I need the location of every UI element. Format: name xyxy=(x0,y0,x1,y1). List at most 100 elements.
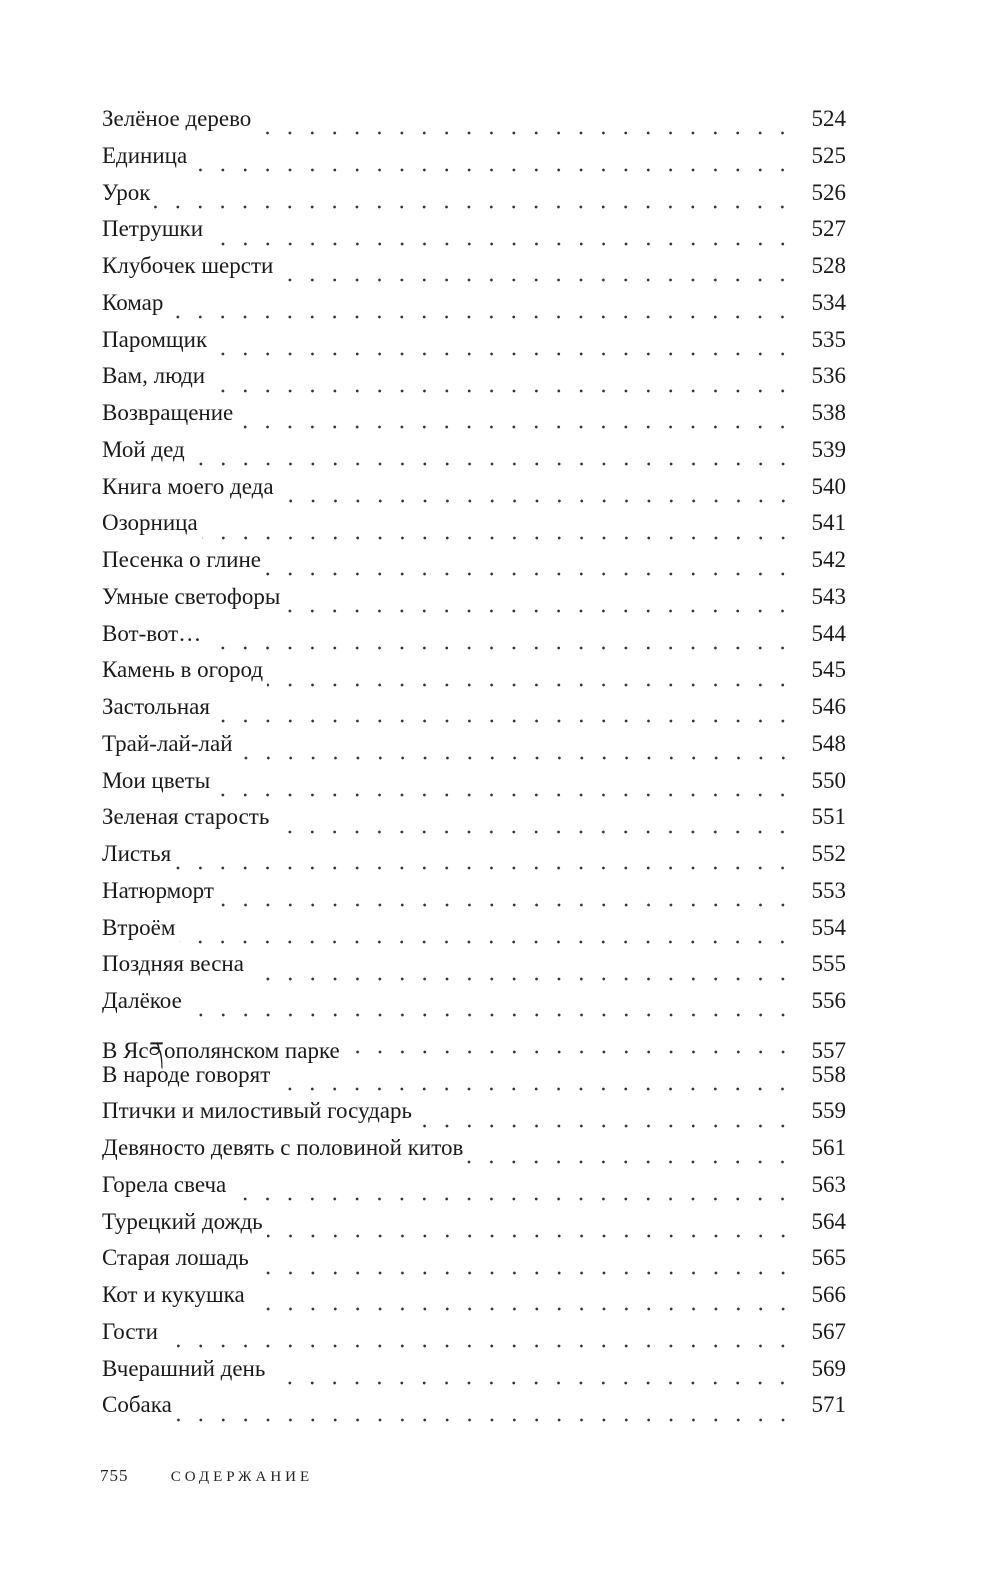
toc-entry-page: 571 xyxy=(811,1392,847,1418)
toc-entry-title: Озорница xyxy=(102,510,198,536)
toc-entry-title: Книга моего деда xyxy=(102,473,274,499)
toc-entry-page: 542 xyxy=(811,547,847,572)
toc-entry: Единица 525 xyxy=(102,143,846,180)
dot-leader xyxy=(167,315,794,320)
dot-leader xyxy=(205,645,794,650)
dot-leader xyxy=(274,1086,794,1091)
toc-entry-title: Камень в огород xyxy=(102,657,264,683)
toc-entry-page: 546 xyxy=(811,694,847,719)
dot-leader xyxy=(179,939,794,944)
toc-entry: Урок 526 xyxy=(102,180,846,217)
toc-entry-page: 566 xyxy=(811,1282,847,1307)
toc-entry: Вам, люди 536 xyxy=(102,363,846,400)
toc-entry: Старая лошадь 565 xyxy=(102,1245,846,1282)
toc-entry-title: Возвращение xyxy=(102,400,234,425)
toc-entry: Кот и кукушка 566 xyxy=(102,1282,846,1319)
dot-leader xyxy=(207,241,794,246)
toc-entry-title: Паромщик xyxy=(102,326,208,352)
dot-leader xyxy=(209,388,794,393)
toc-entry: Песенка о глине 542 xyxy=(102,547,846,584)
toc-entry: Паромщик 535 xyxy=(102,327,846,364)
toc-entry: Озорница 541 xyxy=(102,510,846,547)
toc-entry: Книга моего деда 540 xyxy=(102,474,846,511)
toc-entry-page: 550 xyxy=(811,767,847,793)
toc-entry-title: Мои цветы xyxy=(102,767,211,793)
dot-leader xyxy=(273,829,794,834)
toc-entry: Зелёное дерево 524 xyxy=(102,106,846,143)
toc-entry-title: Умные светофоры xyxy=(102,583,281,609)
dot-leader xyxy=(188,462,794,467)
toc-entry-page: 557 xyxy=(811,1037,847,1063)
toc-entry: Вот-вот… 544 xyxy=(102,621,846,658)
toc-entry-page: 551 xyxy=(811,804,847,830)
dot-leader xyxy=(343,1050,794,1055)
toc-entry-title: Турецкий дождь xyxy=(102,1208,263,1234)
toc-entry-page: 564 xyxy=(811,1208,847,1234)
toc-entry: Трай-лай-лай 548 xyxy=(102,731,846,768)
toc-entry-page: 538 xyxy=(811,400,847,425)
toc-entry: Мой дед 539 xyxy=(102,437,846,474)
toc-entry-page: 528 xyxy=(811,253,847,278)
toc-entry-title: Единица xyxy=(102,142,188,168)
toc-entry-title: Петрушки xyxy=(102,216,204,242)
toc-entry-page: 543 xyxy=(811,583,847,609)
toc-entry-title: Натюрморт xyxy=(102,877,214,903)
toc-entry: Листья 552 xyxy=(102,841,846,878)
table-of-contents: Зелёное дерево 524 Единица 525 Урок 526 Петруш… xyxy=(102,106,846,1429)
toc-entry: Птички и милостивый государь 559 xyxy=(102,1098,846,1135)
toc-entry: Собака 571 xyxy=(102,1392,846,1429)
toc-entry-page: 559 xyxy=(811,1098,847,1124)
toc-entry-page: 544 xyxy=(811,620,847,646)
dot-leader xyxy=(277,498,794,503)
toc-entry: Турецкий дождь 564 xyxy=(102,1209,846,1246)
dot-leader xyxy=(284,609,794,614)
toc-entry-page: 525 xyxy=(811,142,847,168)
dot-leader xyxy=(415,1123,794,1128)
dot-leader xyxy=(266,1233,794,1238)
dot-leader xyxy=(236,756,794,761)
dot-leader xyxy=(211,351,794,356)
page-footer: 755 СОДЕРЖАНИЕ xyxy=(100,1466,313,1486)
dot-leader xyxy=(185,1013,794,1018)
toc-entry-page: 552 xyxy=(811,841,847,866)
toc-entry-page: 554 xyxy=(811,914,847,940)
toc-entry-page: 536 xyxy=(811,363,847,389)
dot-leader xyxy=(217,903,794,908)
toc-entry-page: 561 xyxy=(811,1135,847,1160)
running-header-section: СОДЕРЖАНИЕ xyxy=(170,1469,314,1485)
dot-leader xyxy=(175,1417,794,1422)
toc-entry-page: 534 xyxy=(811,289,847,315)
toc-entry-title: Вчерашний день xyxy=(102,1355,266,1381)
toc-entry-title: Клубочек шерсти xyxy=(102,253,274,278)
toc-entry-title: Листья xyxy=(102,841,172,866)
toc-entry-title: Кот и кукушка xyxy=(102,1282,245,1307)
toc-entry: Умные светофоры 543 xyxy=(102,584,846,621)
toc-entry: Поздняя весна 555 xyxy=(102,951,846,988)
toc-entry-page: 526 xyxy=(811,179,847,205)
toc-entry-page: 558 xyxy=(811,1061,847,1087)
dot-leader xyxy=(175,866,794,871)
dot-leader xyxy=(237,425,794,430)
dot-leader xyxy=(154,204,794,209)
dot-leader xyxy=(247,976,794,981)
toc-entry-page: 553 xyxy=(811,877,847,903)
toc-entry-title: Далёкое xyxy=(102,988,182,1013)
toc-entry: Мои цветы 550 xyxy=(102,768,846,805)
dot-leader xyxy=(467,1160,794,1165)
toc-entry-page: 555 xyxy=(811,951,847,977)
toc-entry-title: Застольная xyxy=(102,694,210,719)
toc-entry: В Ясནополянском парке 557 xyxy=(102,1025,847,1063)
toc-entry-page: 527 xyxy=(811,216,847,242)
toc-entry-title: Собака xyxy=(102,1392,172,1418)
toc-entry-title: Поздняя весна xyxy=(102,951,244,977)
toc-entry: Клубочек шерсти 528 xyxy=(102,253,846,290)
toc-entry-title: Мой дед xyxy=(102,436,185,462)
toc-entry: Вчерашний день 569 xyxy=(102,1356,846,1393)
toc-entry-title: Втроём xyxy=(102,914,176,940)
toc-entry-title: Зелёное дерево xyxy=(102,106,252,131)
toc-entry-title: Старая лошадь xyxy=(102,1245,249,1271)
toc-entry-page: 535 xyxy=(811,326,847,352)
toc-entry-title: В Ясནополянском парке xyxy=(102,1037,340,1063)
toc-entry-title: Вам, люди xyxy=(102,363,206,389)
toc-entry: Гости 567 xyxy=(102,1319,846,1356)
